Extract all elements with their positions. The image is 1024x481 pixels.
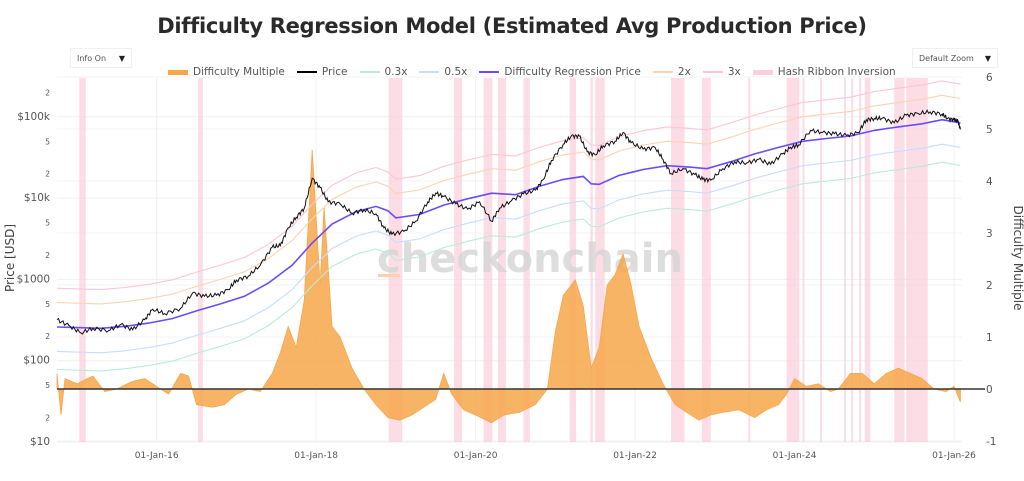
y-axis-title: Price [USD] [3,224,17,292]
legend-swatch-icon [652,71,673,73]
legend-swatch-icon [752,69,773,75]
legend-item[interactable]: 0.5x [419,66,467,78]
legend-item[interactable]: Difficulty Regression Price [479,66,641,78]
legend-swatch-icon [168,69,188,75]
hash-ribbon-band [843,78,846,442]
y-tick-label: $100 [23,355,50,367]
zoom-dropdown-value: Default Zoom [919,53,974,63]
hash-ribbon-band [906,78,923,442]
hash-ribbon-band [859,78,862,442]
hash-ribbon-bands [79,78,928,442]
y-tick-label: $100k [17,111,51,123]
legend-item[interactable]: Price [296,66,348,78]
hash-ribbon-band [198,78,203,442]
legend-label: 0.3x [384,66,408,78]
y2-tick-label: 6 [986,72,993,84]
watermark: checkonchain [377,236,683,282]
x-tick-label: 01-Jan-16 [135,451,179,461]
legend-label: Price [321,66,348,78]
hash-ribbon-band [864,78,871,442]
legend-label: 3x [727,66,741,78]
hash-ribbon-band [748,78,751,442]
hash-ribbon-band [670,78,685,442]
band-line-2x [56,94,961,305]
y-tick-label: 2 [45,170,50,179]
legend-swatch-icon [419,71,440,73]
legend-item[interactable]: 0.3x [359,66,408,78]
legend-label: 2x [677,66,691,78]
info-dropdown-value: Info On [77,53,107,63]
y-tick-label: 2 [45,332,50,341]
watermark-mark [378,274,400,277]
hash-ribbon-band [483,78,493,442]
legend-label: Difficulty Regression Price [504,66,641,78]
y-tick-label: 5 [45,137,50,146]
info-dropdown[interactable]: Info On ▼ [70,48,132,68]
y2-axis-title: Difficulty Multiple [1011,206,1024,311]
y-tick-label: 5 [45,381,50,390]
chart-title: Difficulty Regression Model (Estimated A… [157,14,867,38]
x-tick-label: 01-Jan-18 [294,451,338,461]
y-tick-label: 2 [45,414,50,423]
y2-tick-label: 1 [986,332,993,344]
band-line-0-5x [56,143,961,354]
legend-item[interactable]: Difficulty Multiple [168,66,285,78]
y-tick-label: $10k [24,192,51,204]
hash-ribbon-band [497,78,506,442]
chart-legend: Difficulty Multiple Price 0.3x 0.5x Difficul… [168,64,908,80]
y-tick-label: 5 [45,300,50,309]
hash-ribbon-band [595,78,605,442]
legend-item[interactable]: 2x [652,66,691,78]
axes: $10 2 5 $100 2 5 $1000 2 5 $10k 2 5 $100k 2 -1 0 1 2 3 4 5 6 0… [17,72,997,461]
zoom-dropdown[interactable]: Default Zoom ▼ [912,48,998,68]
y-tick-label: 2 [45,251,50,260]
hash-ribbon-band [569,78,577,442]
hash-ribbon-band [922,78,928,442]
hash-ribbon-band [590,78,593,442]
caret-down-icon: ▼ [118,53,125,63]
y2-tick-label: 4 [986,176,993,188]
y-tick-label: $1000 [17,273,50,285]
band-line-0-3x [56,161,961,372]
caret-down-icon: ▼ [984,53,991,63]
difficulty-multiple-area-path [56,149,961,424]
difficulty-regression-price-line [56,118,961,330]
band-line-3x [56,80,961,291]
hash-ribbon-band [894,78,905,442]
x-tick-label: 01-Jan-22 [613,451,657,461]
legend-swatch-icon [296,71,317,73]
grid-lines [57,76,962,443]
hash-ribbon-band [786,78,800,442]
hash-ribbon-band [851,78,854,442]
price-line [56,109,961,335]
legend-label: Difficulty Multiple [193,66,285,78]
hash-ribbon-band [454,78,463,442]
legend-swatch-icon [359,71,380,73]
series-lines [56,80,961,372]
legend-swatch-icon [702,71,723,73]
y-tick-label: $10 [30,436,50,448]
legend-label: Hash Ribbon Inversion [777,66,896,78]
y2-tick-label: -1 [986,436,996,448]
x-tick-label: 01-Jan-20 [454,451,498,461]
y-tick-label: 5 [45,219,50,228]
legend-item[interactable]: 3x [702,66,741,78]
hash-ribbon-band [79,78,86,442]
x-tick-label: 01-Jan-26 [932,451,976,461]
y2-tick-label: 5 [986,124,993,136]
legend-label: 0.5x [444,66,468,78]
hash-ribbon-band [820,78,823,442]
x-tick-label: 01-Jan-24 [773,451,817,461]
hash-ribbon-band [702,78,711,442]
legend-item[interactable]: Hash Ribbon Inversion [752,66,896,78]
difficulty-multiple-area [56,149,985,424]
hash-ribbon-band [388,78,403,442]
y2-tick-label: 3 [986,228,993,240]
y2-tick-label: 2 [986,280,993,292]
legend-swatch-icon [479,71,500,73]
hash-ribbon-band [523,78,530,442]
y2-tick-label: 0 [986,384,993,396]
hash-ribbon-band [802,78,805,442]
y-tick-label: 2 [45,88,50,97]
